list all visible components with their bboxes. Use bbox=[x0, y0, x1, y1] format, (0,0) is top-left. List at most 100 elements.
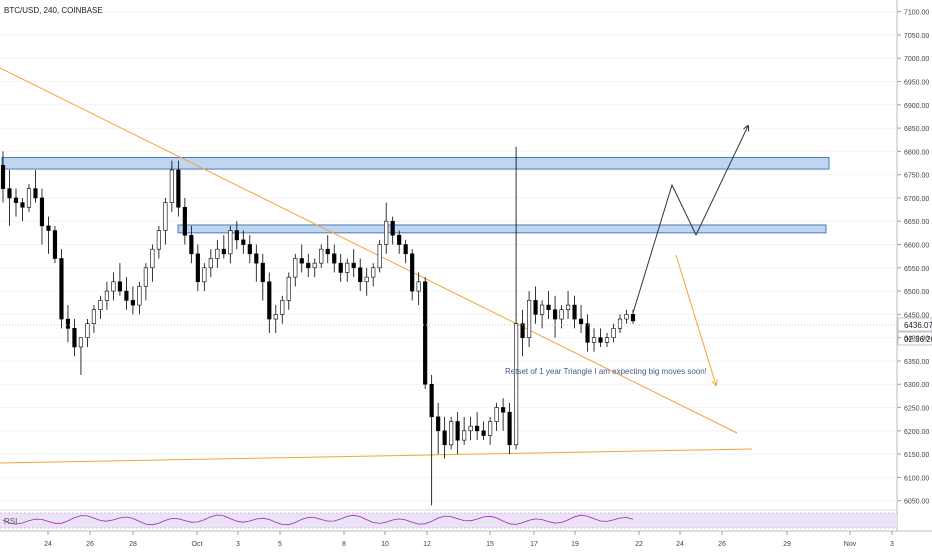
candle bbox=[169, 160, 174, 212]
candle bbox=[104, 281, 110, 310]
candle-body bbox=[630, 314, 636, 322]
candle bbox=[345, 258, 350, 282]
time-tick-label: 8 bbox=[342, 541, 346, 548]
candle bbox=[552, 295, 558, 338]
price-tick-label: 6100.00 bbox=[904, 475, 929, 482]
candle-body bbox=[611, 328, 616, 338]
candle bbox=[429, 374, 434, 506]
candle-body bbox=[267, 281, 272, 320]
candle-body bbox=[202, 267, 207, 283]
price-tick-label: 6650.00 bbox=[904, 219, 929, 226]
price-tick-label: 6500.00 bbox=[904, 289, 929, 296]
candle bbox=[377, 239, 382, 273]
candle bbox=[150, 244, 155, 282]
candle-body bbox=[338, 262, 343, 273]
candle bbox=[124, 277, 129, 310]
candle bbox=[591, 328, 597, 352]
candle bbox=[286, 272, 291, 310]
candle-body bbox=[501, 407, 506, 413]
candle bbox=[163, 197, 168, 245]
candle-body bbox=[442, 430, 447, 446]
countdown-tag bbox=[897, 331, 932, 346]
time-axis: 24 26 28 Oct 3 5 8 10 12 15 17 19 22 24 26 29 Nov 3 bbox=[44, 531, 894, 548]
time-tick-label: Oct bbox=[192, 541, 203, 548]
candle-body bbox=[325, 248, 330, 255]
candle-body bbox=[397, 234, 402, 245]
candle-body bbox=[617, 318, 623, 329]
candle bbox=[390, 216, 395, 245]
candle-body bbox=[533, 300, 538, 315]
candle-body bbox=[260, 262, 265, 283]
candle bbox=[494, 402, 499, 431]
candle bbox=[273, 305, 278, 334]
candle-body bbox=[526, 300, 532, 338]
time-tick-label: 28 bbox=[129, 541, 137, 548]
candle bbox=[410, 249, 415, 301]
candle bbox=[208, 249, 213, 278]
time-tick-label: 29 bbox=[783, 541, 791, 548]
rsi-panel bbox=[0, 512, 897, 529]
candle bbox=[156, 225, 161, 259]
candle bbox=[221, 235, 226, 259]
candle bbox=[247, 235, 252, 264]
candle-body bbox=[104, 290, 110, 301]
candle bbox=[117, 263, 122, 296]
price-tick-label: 7000.00 bbox=[904, 56, 929, 63]
price-tick-label: 6150.00 bbox=[904, 452, 929, 459]
resistance-zone bbox=[177, 224, 827, 234]
time-tick-label: 24 bbox=[44, 541, 52, 548]
candle bbox=[514, 146, 519, 450]
candle-body bbox=[293, 258, 298, 278]
price-tick-label: 6800.00 bbox=[904, 149, 929, 156]
candle-body bbox=[228, 230, 233, 255]
candle bbox=[182, 197, 187, 245]
candle bbox=[397, 230, 402, 254]
candle-body bbox=[195, 253, 200, 283]
candle bbox=[598, 328, 603, 347]
candle-body bbox=[332, 253, 337, 264]
price-tick-label: 6400.00 bbox=[904, 336, 929, 343]
candle bbox=[572, 295, 577, 329]
time-tick-label: 22 bbox=[635, 541, 643, 548]
candle bbox=[481, 421, 486, 441]
candle bbox=[52, 225, 58, 264]
candle bbox=[338, 253, 343, 282]
candle bbox=[13, 188, 19, 217]
candle bbox=[526, 291, 532, 347]
candle bbox=[7, 170, 12, 226]
zones bbox=[1, 156, 830, 234]
candle-body bbox=[565, 304, 571, 311]
candle-body bbox=[514, 323, 519, 446]
price-tick-label: 7050.00 bbox=[904, 33, 929, 40]
candle bbox=[436, 402, 441, 455]
candle bbox=[98, 295, 103, 320]
candles bbox=[0, 146, 636, 506]
candle-body bbox=[488, 421, 493, 436]
candle bbox=[501, 398, 506, 431]
time-tick-label: 26 bbox=[718, 541, 726, 548]
candle bbox=[299, 244, 304, 273]
time-tick-label: 3 bbox=[890, 541, 894, 548]
candle bbox=[0, 151, 6, 203]
candle bbox=[280, 295, 285, 324]
candle-body bbox=[52, 230, 58, 259]
price-tick-label: 6600.00 bbox=[904, 243, 929, 250]
candle-body bbox=[176, 169, 181, 208]
candle bbox=[319, 244, 324, 268]
projections bbox=[632, 126, 748, 385]
candle bbox=[351, 249, 356, 278]
candle-body bbox=[189, 234, 194, 255]
candle bbox=[215, 239, 220, 268]
candle bbox=[416, 272, 421, 306]
candle-body bbox=[98, 300, 103, 311]
candle bbox=[559, 305, 564, 329]
rsi-band bbox=[0, 513, 897, 528]
candle bbox=[611, 323, 616, 343]
price-tick-label: 6250.00 bbox=[904, 406, 929, 413]
candle-body bbox=[390, 220, 395, 236]
candle-body bbox=[59, 258, 64, 320]
candle bbox=[565, 291, 571, 320]
price-grid bbox=[0, 11, 897, 502]
candle bbox=[306, 253, 311, 278]
